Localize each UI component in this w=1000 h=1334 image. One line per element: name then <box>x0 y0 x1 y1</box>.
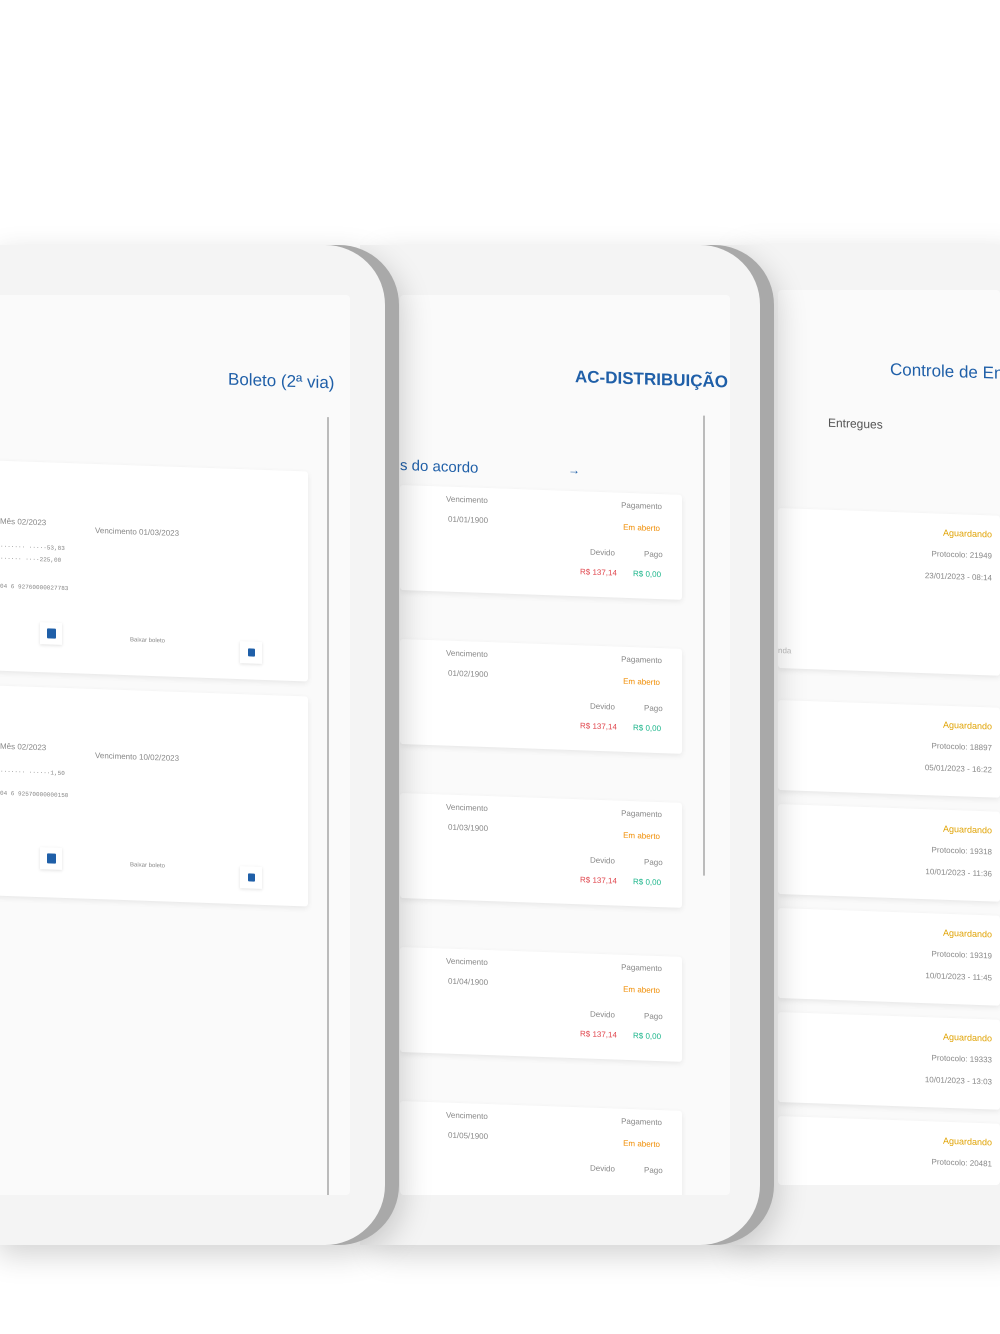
mes: Mês 02/2023 <box>0 516 47 528</box>
encomenda-card[interactable]: Aguardando Protocolo: 19319 10/01/2023 -… <box>778 908 1000 1006</box>
protocolo: Protocolo: 19319 <box>931 949 993 961</box>
encomenda-card[interactable]: Aguardando Protocolo: 20481 <box>778 1116 1000 1185</box>
copy-button[interactable] <box>40 847 62 870</box>
pagamento-label: Pagamento <box>621 962 662 974</box>
pagamento-label: Pagamento <box>621 500 662 512</box>
status-text: Aguardando <box>942 927 992 940</box>
vencimento-label: Vencimento <box>446 956 488 968</box>
codigo-barras: 04 6 92570000000150 <box>0 789 69 800</box>
devido-value: R$ 137,14 <box>580 875 617 886</box>
status-text: Em aberto <box>623 984 660 996</box>
pagamento-label: Pagamento <box>621 1116 662 1128</box>
encomenda-card[interactable]: Aguardando Protocolo: 19333 10/01/2023 -… <box>778 1012 1000 1110</box>
pago-value: R$ 0,00 <box>633 723 662 734</box>
tablet-encomendas: Controle de Enco Entregues Aguardando Pr… <box>720 245 1000 1245</box>
devido-value: R$ 137,14 <box>580 567 617 578</box>
status-text: Em aberto <box>623 830 660 842</box>
devido-label: Devido <box>590 547 615 558</box>
date: 23/01/2023 - 08:14 <box>924 571 992 583</box>
copy-button[interactable] <box>40 622 62 645</box>
copy-icon <box>46 853 56 864</box>
download-button[interactable] <box>240 866 262 889</box>
status-text: Aguardando <box>942 527 992 540</box>
pago-label: Pago <box>644 549 663 560</box>
vencimento-label: Vencimento <box>446 494 488 506</box>
pago-label: Pago <box>644 703 663 714</box>
vencimento: Vencimento 01/03/2023 <box>95 526 180 538</box>
codigo-barras: 04 6 92760000027783 <box>0 582 69 593</box>
copy-icon <box>46 628 56 639</box>
vencimento-value: 01/05/1900 <box>448 1130 489 1142</box>
devido-value: R$ 137,14 <box>580 1029 617 1040</box>
page-title: AC-DISTRIBUIÇÃO <box>575 367 728 392</box>
pagamento-label: Pagamento <box>621 808 662 820</box>
parcela-card[interactable]: Vencimento 01/01/1900 Pagamento Em abert… <box>400 485 682 600</box>
download-icon <box>247 873 255 882</box>
protocolo: Protocolo: 20481 <box>931 1157 993 1169</box>
vencimento-label: Vencimento <box>446 648 488 660</box>
pago-value: R$ 0,00 <box>633 877 662 888</box>
arrow-right-icon[interactable]: → <box>568 462 580 478</box>
tablet-acordo: AC-DISTRIBUIÇÃO s do acordo → Vencimento… <box>360 245 760 1245</box>
baixar-boleto-label: Baixar boleto <box>130 637 166 645</box>
pago-value: R$ 0,00 <box>633 1031 662 1042</box>
vencimento-value: 01/01/1900 <box>448 514 489 526</box>
date: 10/01/2023 - 11:36 <box>925 867 992 879</box>
search-input[interactable]: nda <box>778 646 792 656</box>
parcela-card[interactable]: Vencimento 01/03/1900 Pagamento Em abert… <box>400 793 682 908</box>
tab-entregues[interactable]: Entregues <box>828 415 883 432</box>
section-title: s do acordo <box>400 457 479 477</box>
scrollbar[interactable] <box>327 417 329 1195</box>
encomenda-card[interactable]: Aguardando Protocolo: 19318 10/01/2023 -… <box>778 804 1000 902</box>
encomenda-card[interactable]: Aguardando Protocolo: 18897 05/01/2023 -… <box>778 700 1000 798</box>
vencimento-value: 01/02/1900 <box>448 668 489 680</box>
vencimento-value: 01/03/1900 <box>448 822 489 834</box>
pagamento-label: Pagamento <box>621 654 662 666</box>
devido-label: Devido <box>590 701 615 712</box>
vencimento-label: Vencimento <box>446 1110 488 1122</box>
protocolo: Protocolo: 21949 <box>931 549 993 561</box>
tablet-boleto: Boleto (2ª via) Mês 02/2023 Vencimento 0… <box>0 245 385 1245</box>
parcela-card[interactable]: Vencimento 01/04/1900 Pagamento Em abert… <box>400 947 682 1062</box>
page-title: Boleto (2ª via) <box>228 369 335 393</box>
devido-label: Devido <box>590 1163 615 1174</box>
valor-line: ······· ······1,50 <box>0 767 65 777</box>
valor-line: ······· ·····53,83 <box>0 542 65 552</box>
baixar-boleto-label: Baixar boleto <box>130 862 166 870</box>
protocolo: Protocolo: 18897 <box>931 741 993 753</box>
devido-label: Devido <box>590 855 615 866</box>
download-button[interactable] <box>240 641 262 664</box>
date: 10/01/2023 - 13:03 <box>924 1075 992 1087</box>
page-title: Controle de Enco <box>890 359 1000 384</box>
date: 10/01/2023 - 11:45 <box>925 971 992 983</box>
pago-label: Pago <box>644 857 663 868</box>
status-text: Aguardando <box>942 719 992 732</box>
pago-label: Pago <box>644 1011 663 1022</box>
status-text: Aguardando <box>942 1135 992 1148</box>
parcela-card[interactable]: Vencimento 01/02/1900 Pagamento Em abert… <box>400 639 682 754</box>
mes: Mês 02/2023 <box>0 741 47 753</box>
devido-label: Devido <box>590 1009 615 1020</box>
status-text: Aguardando <box>942 823 992 836</box>
devido-value: R$ 137,14 <box>580 721 617 732</box>
encomenda-card[interactable]: Aguardando Protocolo: 21949 23/01/2023 -… <box>778 508 1000 676</box>
status-text: Aguardando <box>942 1031 992 1044</box>
date: 05/01/2023 - 16:22 <box>924 763 992 775</box>
protocolo: Protocolo: 19333 <box>931 1053 993 1065</box>
parcela-card[interactable]: Vencimento 01/05/1900 Pagamento Em abert… <box>400 1101 682 1195</box>
protocolo: Protocolo: 19318 <box>931 845 993 857</box>
status-text: Em aberto <box>623 1138 660 1150</box>
scrollbar[interactable] <box>703 415 705 876</box>
status-text: Em aberto <box>623 522 660 534</box>
pago-value: R$ 0,00 <box>633 569 662 580</box>
vencimento-label: Vencimento <box>446 802 488 814</box>
download-icon <box>247 648 255 657</box>
boleto-card: Mês 02/2023 Vencimento 01/03/2023 ······… <box>0 460 308 682</box>
status-text: Em aberto <box>623 676 660 688</box>
boleto-card: Mês 02/2023 Vencimento 10/02/2023 ······… <box>0 685 308 907</box>
vencimento: Vencimento 10/02/2023 <box>95 751 180 763</box>
vencimento-value: 01/04/1900 <box>448 976 489 988</box>
pago-label: Pago <box>644 1165 663 1176</box>
valor-line: ······ ····225,00 <box>0 554 62 564</box>
